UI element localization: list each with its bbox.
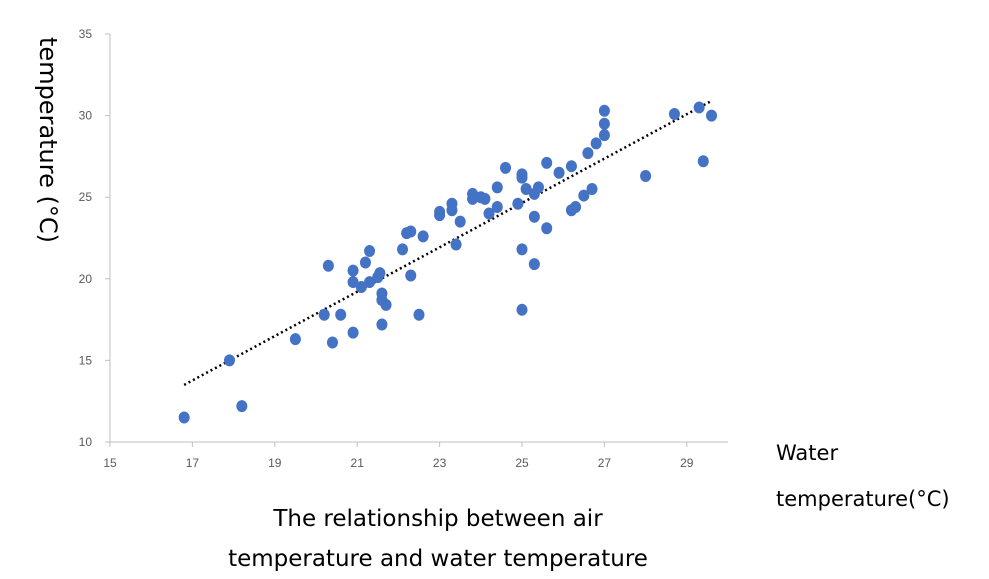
data-point: [541, 222, 553, 235]
data-point: [364, 276, 376, 289]
y-tick-label: 30: [79, 109, 93, 123]
x-tick-label: 17: [186, 456, 200, 470]
caption-line-2: temperature and water temperature: [228, 546, 648, 572]
data-point: [223, 354, 235, 367]
data-point: [553, 166, 565, 179]
data-point: [326, 336, 338, 349]
data-point: [668, 107, 680, 120]
data-point: [582, 147, 594, 160]
data-point: [446, 197, 458, 210]
data-point: [598, 117, 610, 130]
data-point: [417, 230, 429, 243]
data-point: [706, 109, 718, 122]
trendline: [183, 99, 713, 386]
data-point: [640, 169, 652, 182]
data-point: [364, 245, 376, 258]
data-point: [355, 280, 367, 293]
data-point: [693, 101, 705, 114]
x-axis-ticks: 15 17 19 21 23 25 27 29: [103, 442, 694, 470]
data-point: [318, 308, 330, 321]
data-point: [491, 200, 503, 213]
x-tick-label: 29: [680, 456, 694, 470]
data-point: [598, 129, 610, 142]
y-axis-title: temperature (°C): [34, 37, 62, 243]
data-point: [178, 411, 190, 424]
caption-line-1: The relationship between air: [272, 506, 603, 532]
y-tick-label: 25: [79, 190, 93, 204]
data-point: [570, 200, 582, 213]
data-point: [397, 243, 409, 256]
data-point: [512, 197, 524, 210]
x-tick-label: 19: [268, 456, 282, 470]
data-point: [322, 259, 334, 272]
data-point: [598, 104, 610, 117]
x-tick-label: 23: [433, 456, 447, 470]
x-tick-label: 15: [103, 456, 117, 470]
data-point: [590, 137, 602, 150]
data-point: [483, 207, 495, 220]
data-point: [380, 298, 392, 311]
data-point: [405, 225, 417, 238]
y-tick-label: 35: [79, 27, 93, 41]
data-point: [347, 264, 359, 277]
data-point: [586, 183, 598, 196]
data-point: [697, 155, 709, 168]
data-point: [578, 189, 590, 202]
data-point: [516, 243, 528, 256]
x-tick-label: 27: [598, 456, 612, 470]
data-point: [532, 181, 544, 194]
data-point: [347, 276, 359, 289]
data-point: [374, 267, 386, 280]
data-point: [405, 269, 417, 282]
x-axis-title-line-1: Water: [776, 441, 838, 465]
data-point: [335, 308, 347, 321]
data-point: [289, 333, 301, 346]
data-point: [347, 326, 359, 339]
data-point: [434, 205, 446, 218]
data-point: [413, 308, 425, 321]
y-tick-label: 15: [79, 353, 93, 367]
data-point: [528, 210, 540, 223]
data-point: [565, 160, 577, 173]
data-point: [450, 238, 462, 251]
data-point: [520, 183, 532, 196]
data-point: [359, 256, 371, 269]
data-point: [528, 258, 540, 271]
y-tick-label: 20: [79, 272, 93, 286]
x-tick-label: 21: [351, 456, 365, 470]
data-point: [491, 181, 503, 194]
data-point: [516, 171, 528, 184]
data-point: [376, 318, 388, 331]
data-point: [454, 215, 466, 228]
y-axis-ticks: 10 15 20 25 30 35: [79, 27, 110, 449]
data-point: [236, 400, 248, 413]
data-points: [178, 101, 718, 424]
data-point: [479, 192, 491, 205]
y-tick-label: 10: [79, 435, 93, 449]
x-tick-label: 25: [515, 456, 529, 470]
x-axis-title-line-2: temperature(°C): [776, 487, 950, 511]
data-point: [541, 156, 553, 169]
data-point: [516, 303, 528, 316]
data-point: [500, 161, 512, 174]
